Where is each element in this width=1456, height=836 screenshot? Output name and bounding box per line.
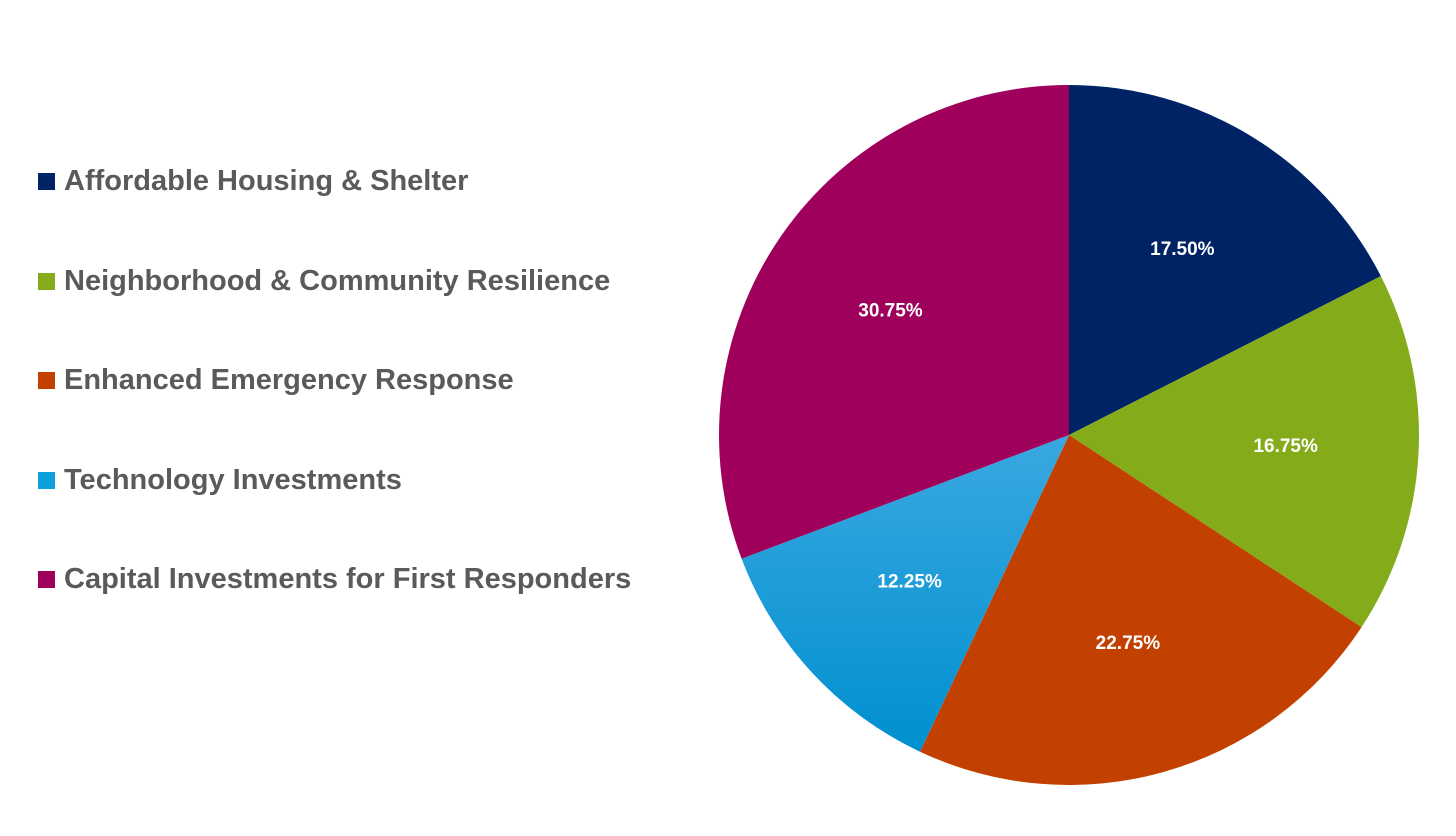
- pie-slice-enhanced-emergency-response: [919, 435, 1362, 785]
- legend-swatch: [38, 173, 55, 190]
- pie-slice-technology-investments: [741, 435, 1069, 752]
- legend-label: Neighborhood & Community Resilience: [64, 264, 611, 297]
- legend-swatch: [38, 471, 55, 489]
- legend-item-affordable-housing: Affordable Housing & Shelter: [38, 159, 718, 204]
- data-label: 22.75%: [1096, 633, 1161, 654]
- legend-item-neighborhood-resilience: Neighborhood & Community Resilience: [38, 259, 718, 304]
- data-label: 16.75%: [1253, 436, 1318, 457]
- data-label: 30.75%: [858, 301, 923, 322]
- legend-item-capital-investments: Capital Investments for First Responders: [38, 557, 718, 602]
- legend: Affordable Housing & Shelter Neighborhoo…: [38, 159, 718, 657]
- legend-swatch: [38, 272, 55, 290]
- legend-label: Affordable Housing & Shelter: [64, 165, 469, 197]
- pie-slice-neighborhood-community-resilience: [1069, 276, 1419, 628]
- pie-slice-affordable-housing-shelter: [1069, 85, 1381, 435]
- legend-swatch: [38, 372, 55, 389]
- pie-slice-capital-investments-for-first-responders: [719, 85, 1069, 559]
- legend-label: Enhanced Emergency Response: [64, 364, 514, 396]
- pie-slices: [719, 85, 1419, 785]
- legend-label: Capital Investments for First Responders: [64, 563, 632, 595]
- legend-item-technology-investments: Technology Investments: [38, 458, 718, 503]
- legend-swatch: [38, 571, 55, 588]
- data-label: 12.25%: [877, 571, 942, 592]
- data-label: 17.50%: [1150, 239, 1215, 260]
- legend-item-emergency-response: Enhanced Emergency Response: [38, 358, 718, 403]
- pie-data-labels: 17.50% 16.75% 22.75% 12.25% 30.75%: [858, 239, 1318, 654]
- legend-label: Technology Investments: [64, 463, 402, 496]
